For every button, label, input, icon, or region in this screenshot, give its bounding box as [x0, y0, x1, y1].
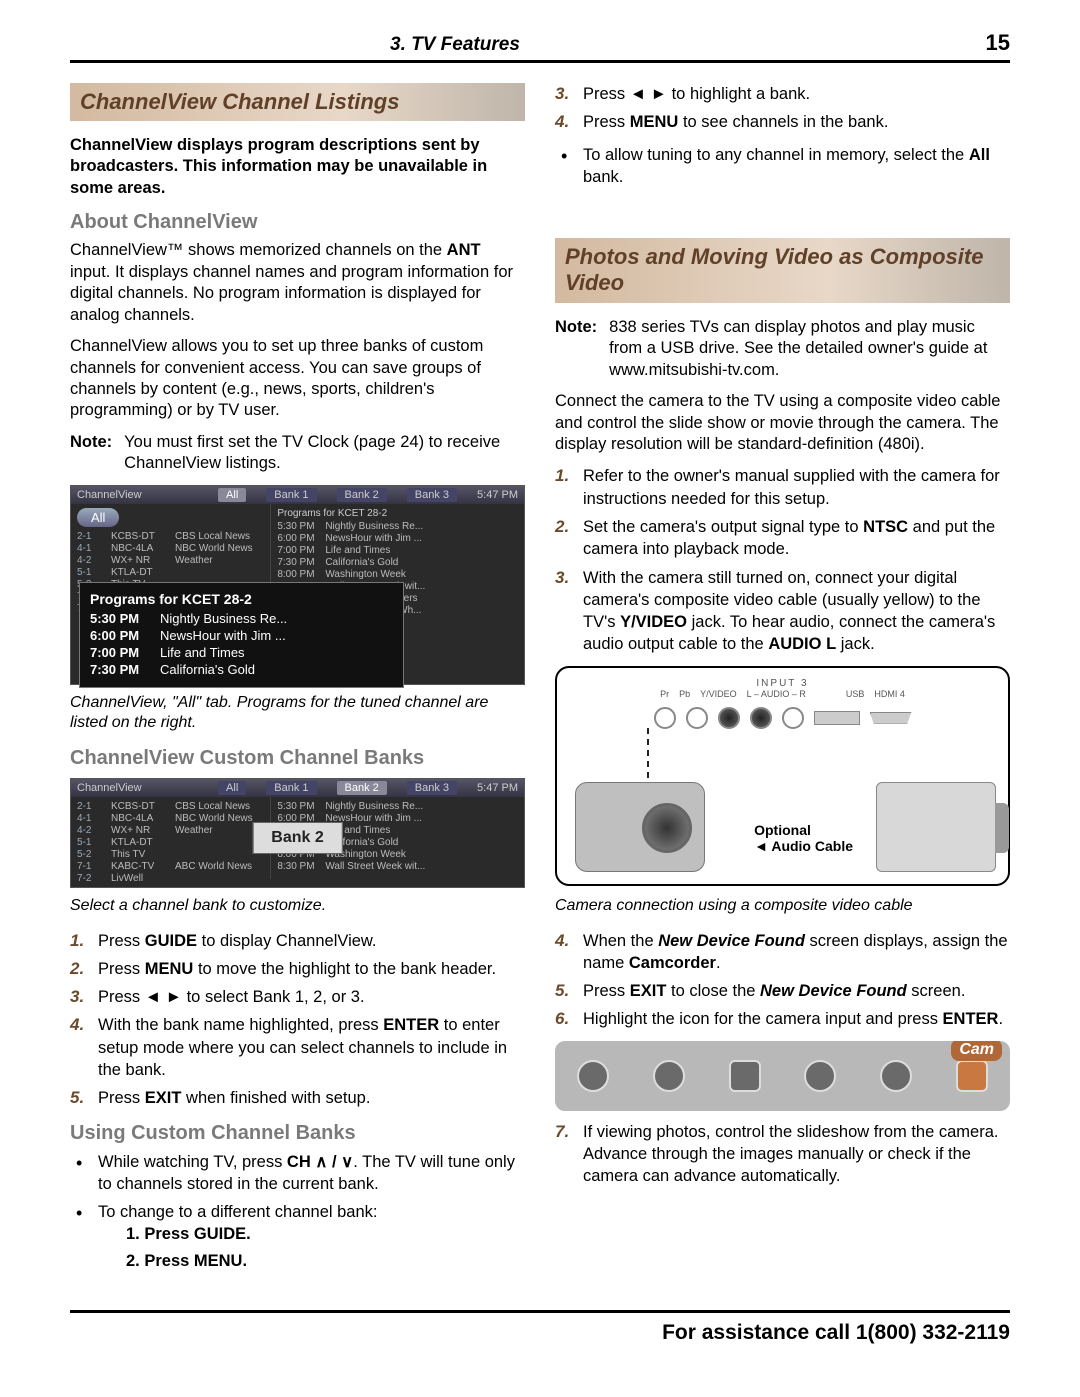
using-banks-heading: Using Custom Channel Banks [70, 1122, 525, 1145]
step-item: Refer to the owner's manual supplied wit… [555, 465, 1010, 510]
step-item: If viewing photos, control the slideshow… [555, 1121, 1010, 1188]
about-heading: About ChannelView [70, 211, 525, 234]
bank-nav-steps: Press ◄ ► to highlight a bank. Press MENU… [555, 83, 1010, 134]
jack-audio-l [750, 707, 772, 729]
step-item: Press GUIDE to display ChannelView. [70, 930, 525, 952]
sub-step-1: 1. Press GUIDE. [126, 1223, 525, 1245]
connect-para: Connect the camera to the TV using a com… [555, 391, 1010, 455]
step-item: Press MENU to see channels in the bank. [555, 111, 1010, 133]
strip-icon-4 [804, 1060, 836, 1092]
sub-step-2: 2. Press MENU. [126, 1250, 525, 1272]
jack-labels: Pr Pb Y/VIDEO L – AUDIO – R USB HDMI 4 [567, 689, 998, 699]
all-bank-item: To allow tuning to any channel in memory… [555, 144, 1010, 189]
all-pill: All [77, 508, 119, 527]
popup-title: Programs for KCET 28-2 [90, 591, 393, 607]
slideshow-step: If viewing photos, control the slideshow… [555, 1121, 1010, 1188]
using-bullet-1: While watching TV, press CH ∧ / ∨. The T… [70, 1151, 525, 1196]
camera-icon [575, 782, 705, 872]
strip-icon-1 [577, 1060, 609, 1092]
ss1-right-title: Programs for KCET 28-2 [277, 508, 518, 519]
jack-pb [686, 707, 708, 729]
connection-diagram: INPUT 3 Pr Pb Y/VIDEO L – AUDIO – R USB … [555, 666, 1010, 886]
using-banks-list: While watching TV, press CH ∧ / ∨. The T… [70, 1151, 525, 1272]
cable-line [647, 728, 649, 778]
step-item: With the camera still turned on, connect… [555, 567, 1010, 656]
ss1-title: ChannelView [77, 489, 142, 501]
strip-icon-3 [729, 1060, 761, 1092]
cam-badge: Cam [951, 1041, 1002, 1061]
page-number: 15 [986, 30, 1010, 56]
input-select-strip: Cam [555, 1041, 1010, 1111]
jack-audio-r [782, 707, 804, 729]
section-title: 3. TV Features [390, 34, 520, 56]
note-label-2: Note: [555, 317, 597, 381]
custom-bank-steps: Press GUIDE to display ChannelView. Press… [70, 930, 525, 1110]
channelview-bank2-screenshot: ChannelView All Bank 1 Bank 2 Bank 3 5:4… [70, 778, 525, 888]
step-item: Highlight the icon for the camera input … [555, 1008, 1010, 1030]
input3-label: INPUT 3 [567, 678, 998, 689]
hdmi-slot [870, 712, 912, 724]
note-clock: Note: You must first set the TV Clock (p… [70, 432, 525, 475]
step-item: Press EXIT when finished with setup. [70, 1087, 525, 1109]
note-838: Note: 838 series TVs can display photos … [555, 317, 1010, 381]
step-item: With the bank name highlighted, press EN… [70, 1014, 525, 1081]
using-sub-steps: 1. Press GUIDE. 2. Press MENU. [126, 1223, 525, 1272]
jack-pr [654, 707, 676, 729]
step-item: Press EXIT to close the New Device Found… [555, 980, 1010, 1002]
device-found-steps: When the New Device Found screen display… [555, 930, 1010, 1031]
step-item: Press ◄ ► to highlight a bank. [555, 83, 1010, 105]
left-column: ChannelView Channel Listings ChannelView… [70, 83, 525, 1282]
note-label: Note: [70, 432, 112, 475]
arrow-left-icon [754, 838, 771, 854]
note-text-2: 838 series TVs can display photos and pl… [609, 317, 1010, 381]
page-header: 3. TV Features 15 [70, 30, 1010, 63]
step-item: Set the camera's output signal type to N… [555, 516, 1010, 561]
programs-popup: Programs for KCET 28-2 5:30 PMNightly Bu… [79, 582, 404, 688]
custom-banks-heading: ChannelView Custom Channel Banks [70, 747, 525, 770]
ss1-tab-b1: Bank 1 [266, 488, 316, 502]
about-para-2: ChannelView allows you to set up three b… [70, 336, 525, 422]
all-bank-bullet: To allow tuning to any channel in memory… [555, 144, 1010, 189]
using-bullet-2: To change to a different channel bank: 1… [70, 1201, 525, 1272]
strip-icon-cam [956, 1060, 988, 1092]
optional-label: Optional Audio Cable [754, 822, 853, 854]
ss1-time: 5:47 PM [477, 489, 518, 501]
right-column: Press ◄ ► to highlight a bank. Press MENU… [555, 83, 1010, 1282]
step-item: Press MENU to move the highlight to the … [70, 958, 525, 980]
footer-assistance: For assistance call 1(800) 332-2119 [70, 1310, 1010, 1345]
strip-icon-2 [653, 1060, 685, 1092]
step-item: Press ◄ ► to select Bank 1, 2, or 3. [70, 986, 525, 1008]
note-text: You must first set the TV Clock (page 24… [124, 432, 525, 475]
tv-icon [876, 782, 996, 872]
caption-3: Camera connection using a composite vide… [555, 896, 1010, 916]
jack-yvideo [718, 707, 740, 729]
ss1-tab-all: All [218, 488, 246, 502]
channelview-heading: ChannelView Channel Listings [70, 83, 525, 121]
channelview-all-screenshot: ChannelView All Bank 1 Bank 2 Bank 3 5:4… [70, 485, 525, 685]
ss1-tab-b3: Bank 3 [407, 488, 457, 502]
step-item: When the New Device Found screen display… [555, 930, 1010, 975]
usb-slot [814, 711, 860, 725]
ss1-tab-b2: Bank 2 [337, 488, 387, 502]
camera-setup-steps: Refer to the owner's manual supplied wit… [555, 465, 1010, 655]
photos-video-heading: Photos and Moving Video as Composite Vid… [555, 238, 1010, 303]
bank2-popup: Bank 2 [252, 822, 342, 854]
strip-icon-5 [880, 1060, 912, 1092]
about-para-1: ChannelView™ shows memorized channels on… [70, 240, 525, 326]
intro-text: ChannelView displays program description… [70, 135, 525, 199]
caption-2: Select a channel bank to customize. [70, 896, 525, 916]
caption-1: ChannelView, "All" tab. Programs for the… [70, 693, 525, 733]
